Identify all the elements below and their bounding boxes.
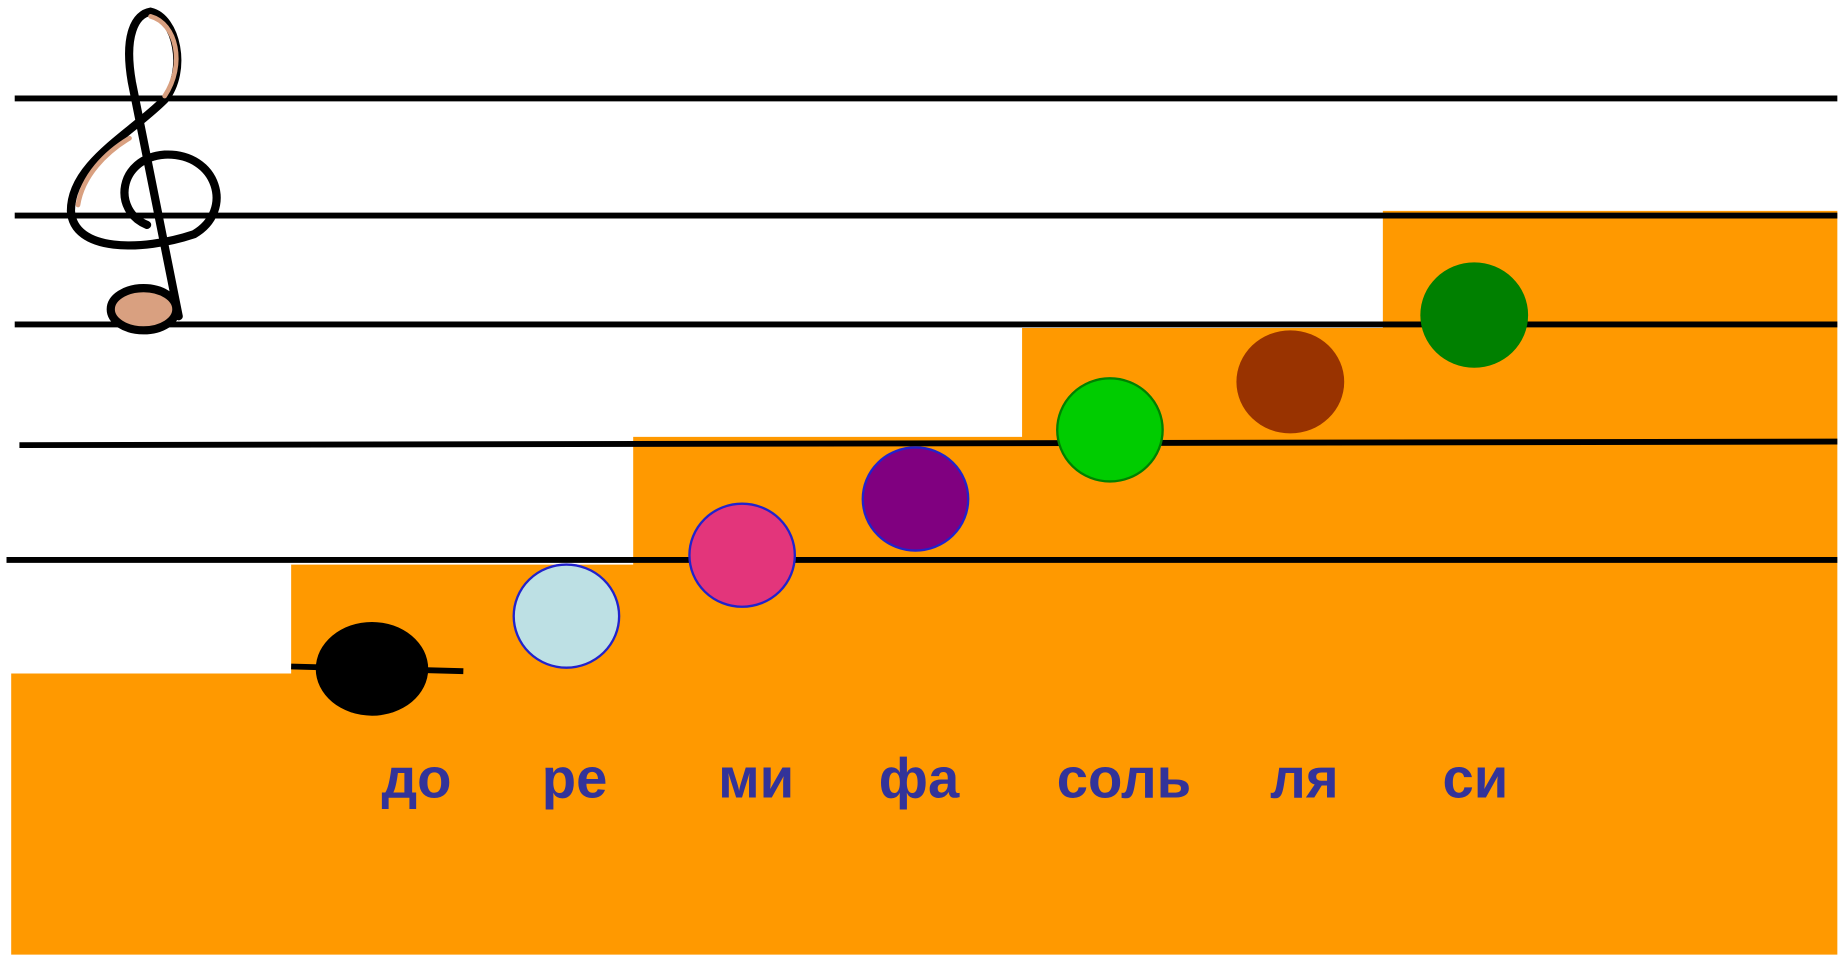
staff-line (19, 442, 1837, 446)
note-la (1236, 330, 1344, 433)
note-label: фа (879, 746, 960, 809)
note-label: ми (718, 746, 794, 809)
note-mi (689, 504, 794, 607)
note-re (514, 565, 619, 668)
treble-clef (71, 12, 217, 331)
note-label: до (381, 746, 451, 809)
note-label: ля (1270, 746, 1339, 809)
page: до ре ми фа соль ля си (() => { const da… (0, 0, 1838, 957)
note-si (1420, 262, 1528, 367)
note-do (316, 622, 428, 716)
note-label: си (1442, 746, 1508, 809)
note-label: ре (542, 746, 608, 809)
note-fa (863, 447, 968, 550)
scale-slide: до ре ми фа соль ля си (0, 0, 1838, 957)
note-sol (1057, 378, 1162, 481)
note-label: соль (1057, 746, 1191, 809)
